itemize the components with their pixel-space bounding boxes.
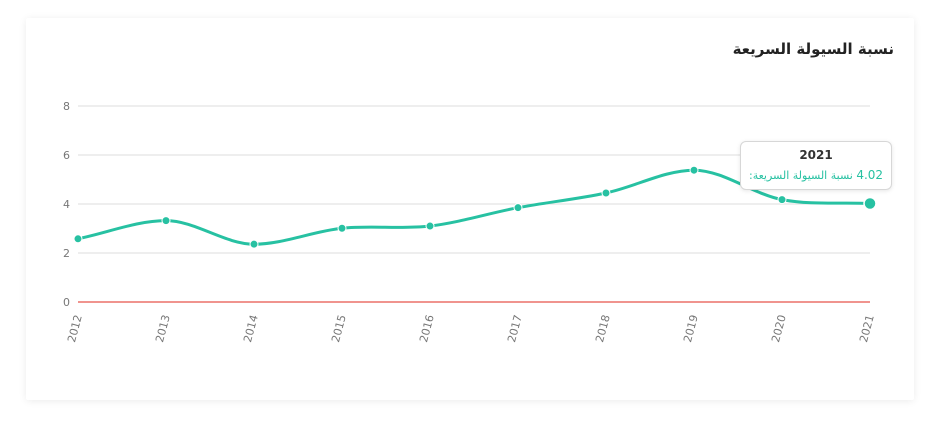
- x-tick-label: 2012: [65, 313, 85, 343]
- data-point-active: [863, 196, 877, 211]
- data-point: [161, 216, 171, 226]
- series-line: [76, 168, 872, 246]
- x-tick-label: 2019: [681, 313, 701, 343]
- chart-title: نسبة السيولة السريعة: [732, 40, 894, 58]
- x-tick-label: 2014: [241, 313, 261, 343]
- data-point: [249, 239, 259, 249]
- x-tick-label: 2021: [857, 313, 877, 343]
- x-tick-label: 2015: [329, 313, 349, 343]
- chart-tooltip: 2021 نسبة السيولة السريعة: 4.02: [740, 140, 893, 190]
- data-point: [689, 165, 699, 175]
- data-point: [601, 188, 611, 198]
- tooltip-year: 2021: [799, 147, 833, 162]
- x-tick-label: 2016: [417, 313, 437, 343]
- y-tick-label: 8: [63, 100, 70, 113]
- data-point: [513, 203, 523, 213]
- y-tick-label: 2: [63, 247, 70, 260]
- data-point: [337, 223, 347, 233]
- data-point: [73, 234, 83, 244]
- x-tick-label: 2020: [769, 313, 789, 343]
- x-tick-label: 2013: [153, 313, 173, 343]
- data-point: [777, 195, 787, 205]
- y-tick-label: 4: [63, 198, 70, 211]
- chart-card: نسبة السيولة السريعة: [26, 18, 914, 400]
- tooltip-value: 4.02: [856, 167, 884, 182]
- tooltip-series-label: نسبة السيولة السريعة:: [749, 168, 853, 182]
- y-tick-label: 6: [63, 149, 70, 162]
- data-point: [425, 221, 435, 231]
- x-tick-label: 2018: [593, 313, 613, 343]
- y-tick-label: 0: [63, 296, 70, 309]
- x-tick-label: 2017: [505, 313, 525, 343]
